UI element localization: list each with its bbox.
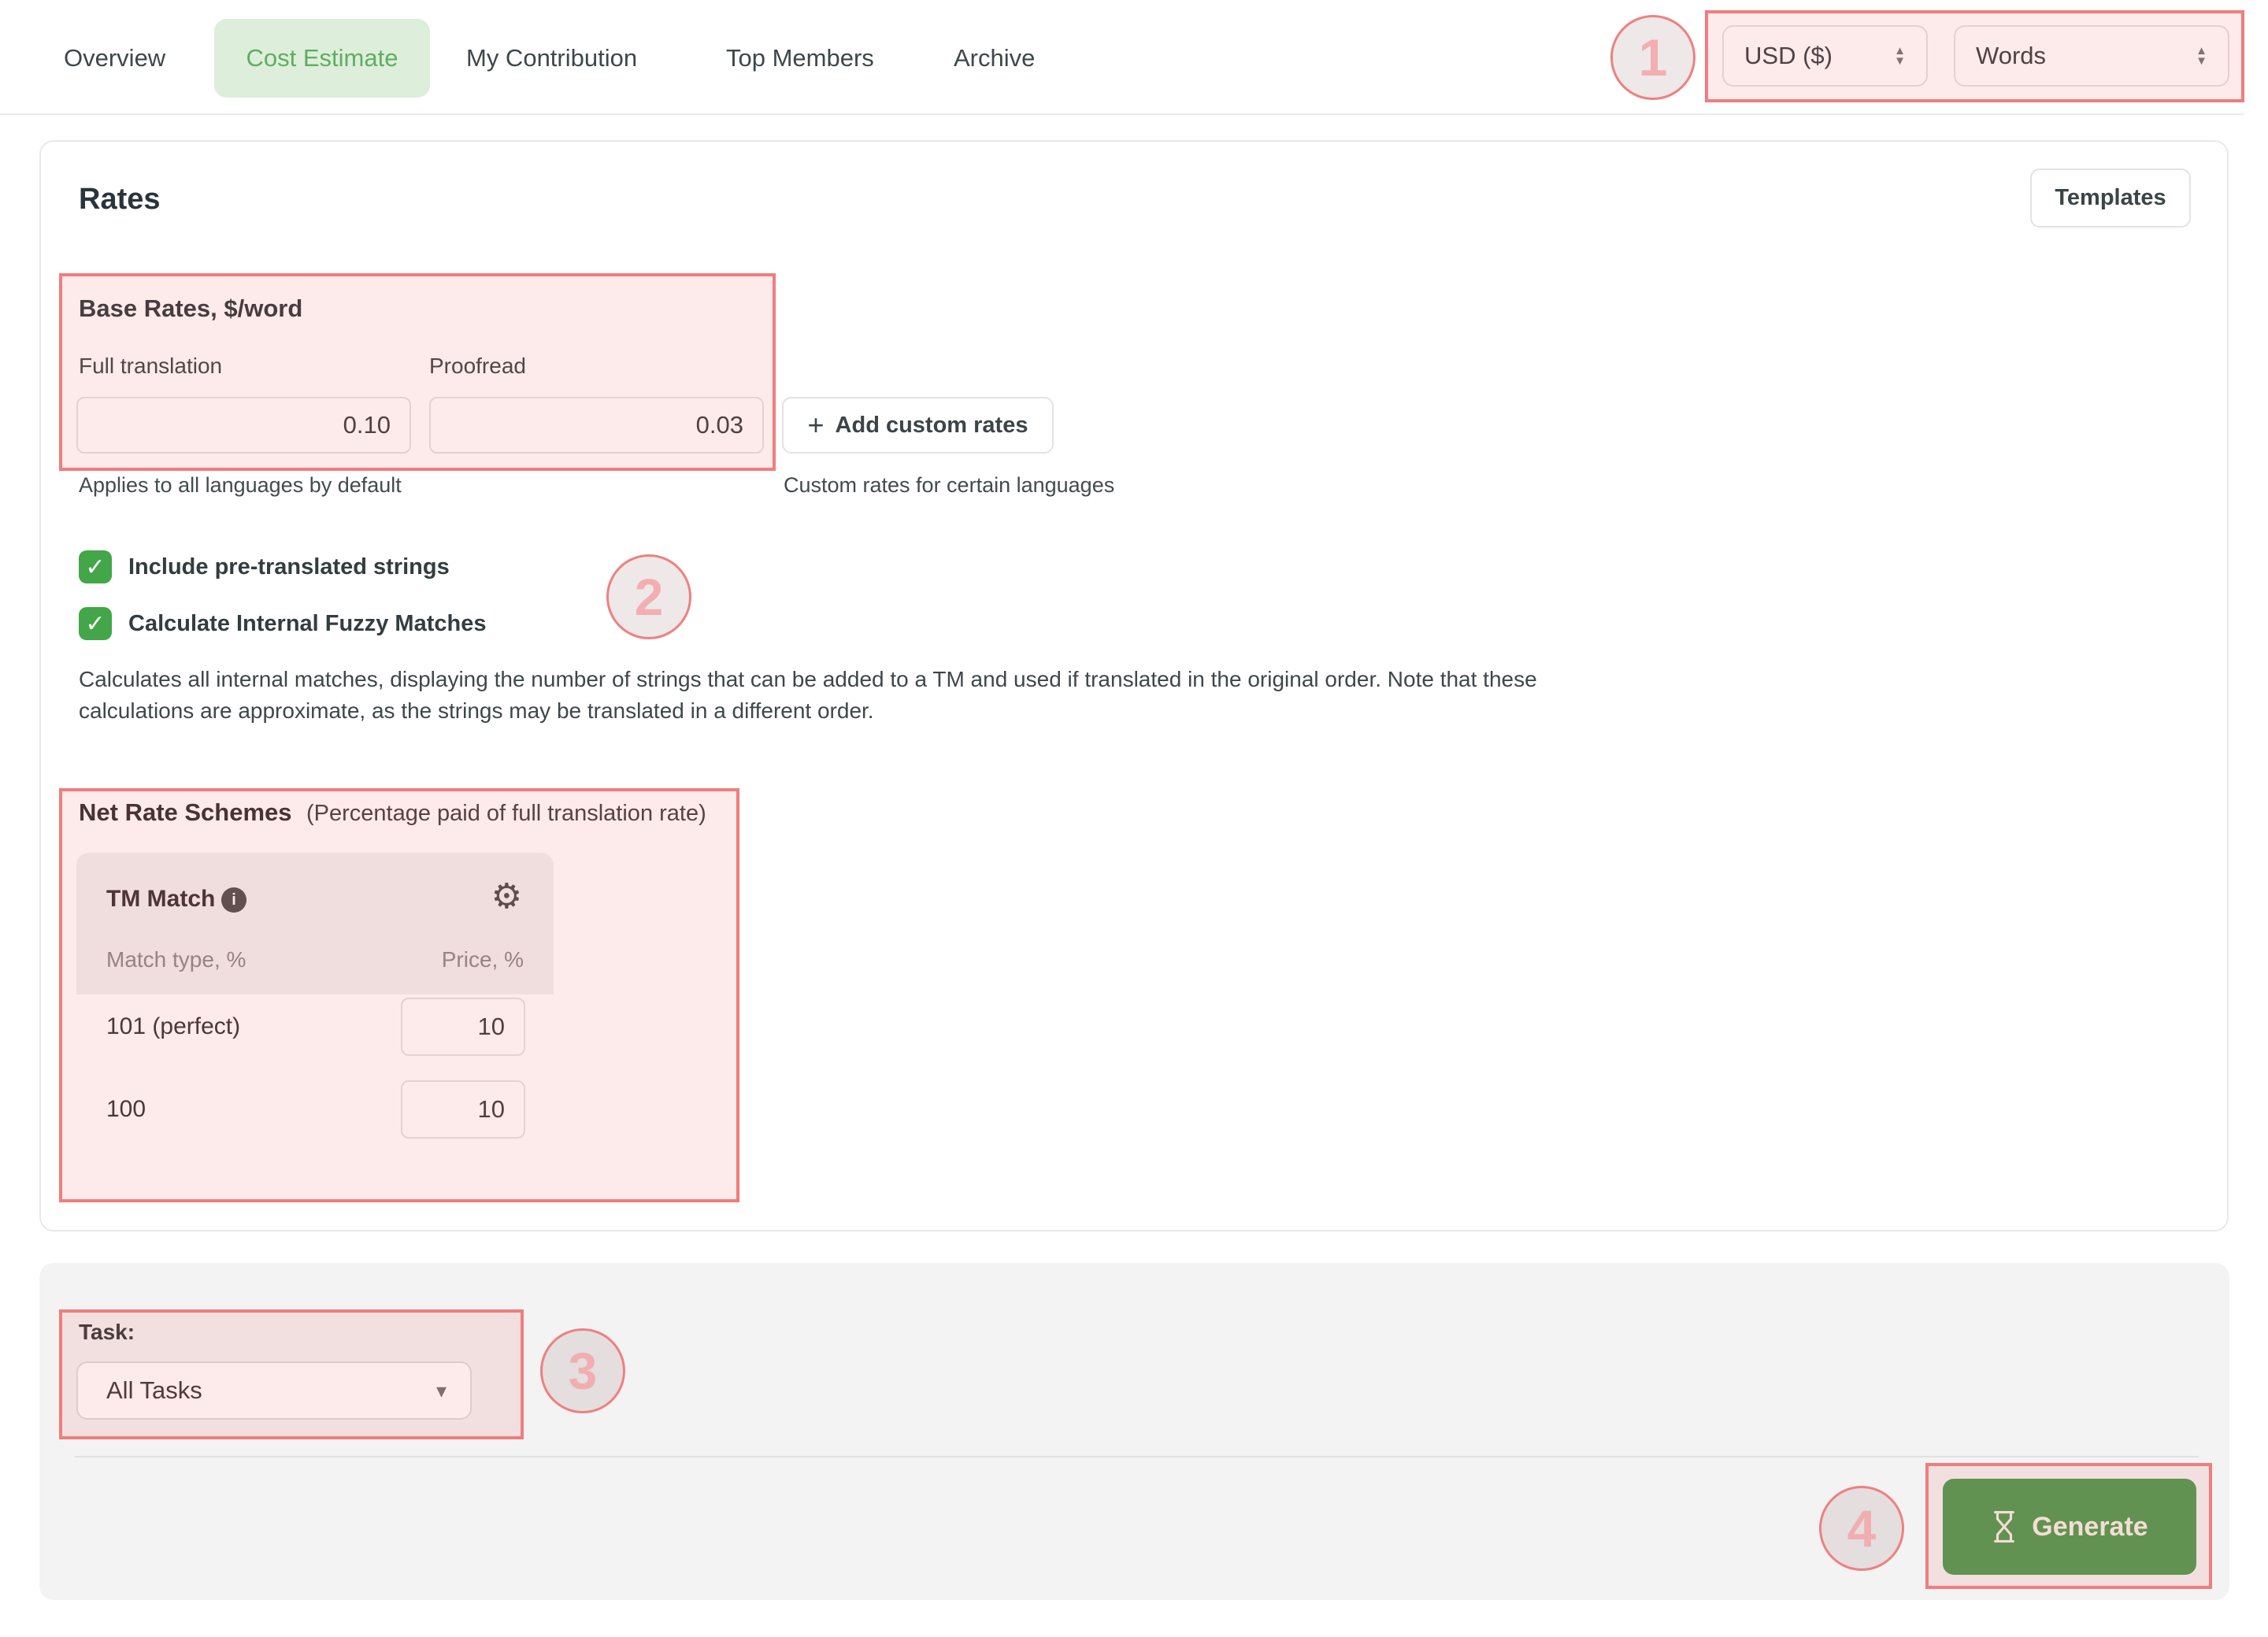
sort-up-icon: ▲ bbox=[2196, 44, 2207, 57]
tm-match-type-column: Match type, % bbox=[106, 947, 246, 972]
currency-select[interactable]: USD ($) ▲ ▼ bbox=[1722, 25, 1928, 87]
net-rate-schemes-subtitle: (Percentage paid of full translation rat… bbox=[306, 801, 706, 826]
hourglass-icon bbox=[1994, 1511, 2015, 1543]
units-select[interactable]: Words ▲ ▼ bbox=[1954, 25, 2229, 87]
tm-row-101-label: 101 (perfect) bbox=[106, 1013, 241, 1039]
base-rates-note: Applies to all languages by default bbox=[79, 473, 402, 497]
sort-up-icon: ▲ bbox=[1894, 44, 1906, 57]
tm-price-column: Price, % bbox=[441, 947, 524, 972]
tab-cost-estimate[interactable]: Cost Estimate bbox=[214, 19, 430, 98]
tab-my-contribution[interactable]: My Contribution bbox=[466, 44, 638, 72]
units-select-value: Words bbox=[1976, 42, 2047, 69]
currency-select-value: USD ($) bbox=[1744, 42, 1833, 69]
task-select[interactable]: All Tasks ▾ bbox=[76, 1361, 472, 1420]
footer-divider bbox=[75, 1456, 2199, 1457]
proofread-rate-input[interactable] bbox=[429, 397, 764, 454]
custom-rates-note: Custom rates for certain languages bbox=[784, 473, 1115, 497]
task-label: Task: bbox=[79, 1320, 135, 1344]
plus-icon: + bbox=[807, 409, 825, 441]
info-icon-glyph: i bbox=[232, 891, 236, 909]
net-rate-schemes-heading: Net Rate Schemes (Percentage paid of ful… bbox=[79, 798, 706, 827]
tm-row-101-price-input[interactable] bbox=[401, 998, 525, 1056]
caret-down-icon: ▾ bbox=[435, 1378, 447, 1402]
generate-button[interactable]: Generate bbox=[1943, 1479, 2196, 1575]
templates-button-label: Templates bbox=[2055, 185, 2166, 210]
include-pretranslated-label[interactable]: Include pre-translated strings bbox=[128, 554, 450, 580]
select-sort-arrows-icon: ▲ ▼ bbox=[2196, 44, 2207, 68]
tab-overview[interactable]: Overview bbox=[64, 44, 166, 72]
gear-icon[interactable]: ⚙ bbox=[491, 880, 522, 914]
add-custom-rates-button[interactable]: + Add custom rates bbox=[782, 397, 1054, 454]
fuzzy-matches-description: Calculates all internal matches, display… bbox=[79, 667, 1537, 723]
tab-archive[interactable]: Archive bbox=[954, 44, 1036, 72]
full-translation-label: Full translation bbox=[79, 354, 223, 378]
check-icon: ✓ bbox=[85, 610, 106, 637]
select-sort-arrows-icon: ▲ ▼ bbox=[1894, 44, 1906, 68]
footer-panel bbox=[39, 1263, 2229, 1600]
generate-button-label: Generate bbox=[2032, 1511, 2148, 1542]
fuzzy-matches-checkbox[interactable]: ✓ bbox=[79, 607, 112, 640]
templates-button[interactable]: Templates bbox=[2030, 169, 2191, 228]
tm-row-100-label: 100 bbox=[106, 1096, 146, 1122]
tm-row-100-price-input[interactable] bbox=[401, 1080, 525, 1139]
proofread-label: Proofread bbox=[429, 354, 526, 378]
gear-icon-glyph: ⚙ bbox=[491, 877, 522, 916]
task-select-value: All Tasks bbox=[106, 1376, 202, 1404]
sort-down-icon: ▼ bbox=[2196, 54, 2207, 68]
nav-bottom-divider bbox=[0, 113, 2244, 115]
base-rates-title: Base Rates, $/word bbox=[79, 294, 303, 322]
info-icon[interactable]: i bbox=[221, 887, 246, 913]
tab-top-members[interactable]: Top Members bbox=[726, 44, 874, 72]
annotation-step-1: 1 bbox=[1610, 15, 1695, 100]
full-translation-rate-input[interactable] bbox=[76, 397, 411, 454]
check-icon: ✓ bbox=[85, 554, 106, 580]
tm-match-card-header bbox=[76, 853, 554, 994]
fuzzy-matches-label[interactable]: Calculate Internal Fuzzy Matches bbox=[128, 610, 487, 636]
tm-match-card: TM Match i ⚙ Match type, % Price, % 101 … bbox=[76, 853, 554, 1181]
include-pretranslated-checkbox[interactable]: ✓ bbox=[79, 550, 112, 583]
add-custom-rates-label: Add custom rates bbox=[835, 412, 1028, 438]
tm-match-title: TM Match bbox=[106, 886, 216, 912]
sort-down-icon: ▼ bbox=[1894, 54, 1906, 68]
rates-card-title: Rates bbox=[79, 183, 161, 216]
net-rate-schemes-title: Net Rate Schemes bbox=[79, 798, 292, 826]
